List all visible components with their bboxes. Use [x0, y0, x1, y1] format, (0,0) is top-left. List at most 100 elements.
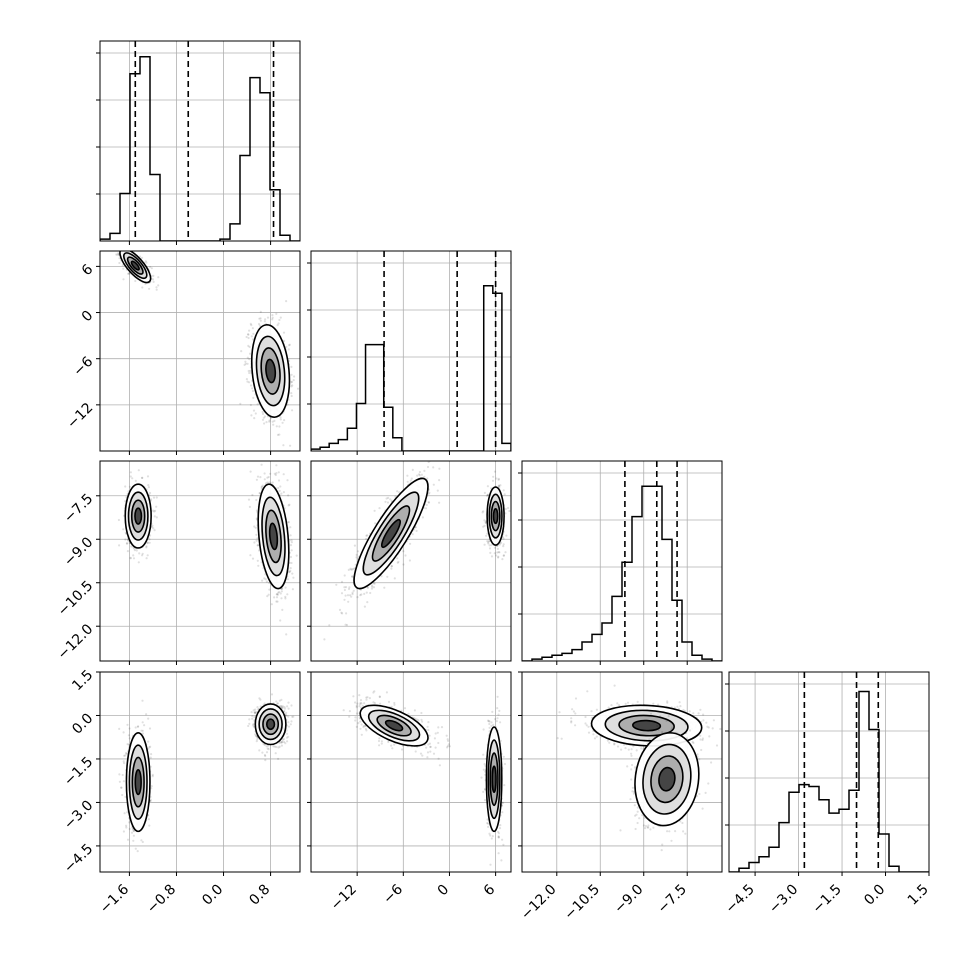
- sample-point: [245, 335, 248, 339]
- sample-point: [290, 394, 293, 398]
- sample-point: [255, 509, 258, 512]
- sample-point: [498, 551, 501, 554]
- sample-point: [352, 567, 355, 570]
- sample-point: [153, 510, 156, 513]
- density-contour: [268, 522, 279, 551]
- sample-point: [383, 586, 386, 589]
- sample-point: [251, 389, 254, 393]
- sample-point: [256, 537, 259, 540]
- sample-point: [133, 549, 136, 552]
- sample-point: [487, 541, 490, 544]
- sample-point: [152, 274, 155, 277]
- sample-point: [127, 743, 130, 746]
- sample-point: [116, 252, 120, 255]
- sample-point: [497, 477, 500, 480]
- sample-point: [286, 578, 290, 581]
- sample-point: [425, 503, 428, 507]
- sample-point: [410, 477, 413, 480]
- sample-point: [353, 544, 356, 547]
- sample-point: [138, 552, 141, 555]
- sample-point: [125, 248, 127, 250]
- sample-point: [350, 568, 353, 571]
- sample-point: [426, 477, 429, 480]
- sample-point: [508, 509, 511, 513]
- sample-point: [490, 544, 493, 547]
- sample-point: [389, 498, 392, 501]
- sample-point: [145, 546, 148, 549]
- sample-point: [370, 587, 374, 590]
- sample-point: [344, 594, 347, 597]
- sample-point: [291, 409, 294, 412]
- sample-point: [261, 579, 264, 582]
- sample-point: [338, 608, 342, 612]
- sample-point: [279, 418, 282, 421]
- sample-point: [132, 834, 135, 837]
- sample-point: [150, 498, 153, 501]
- sample-point: [150, 526, 154, 529]
- sample-point: [372, 586, 376, 589]
- sample-point: [347, 587, 351, 591]
- sample-point: [277, 471, 280, 474]
- sample-point: [146, 475, 150, 478]
- sample-point: [291, 572, 294, 575]
- sample-point: [275, 425, 278, 428]
- sample-point: [255, 517, 258, 520]
- sample-point: [245, 378, 248, 381]
- sample-point: [343, 588, 346, 592]
- sample-point: [427, 501, 431, 504]
- sample-point: [145, 713, 148, 716]
- sample-point: [268, 420, 271, 423]
- sample-point: [497, 555, 500, 558]
- sample-point: [149, 756, 152, 759]
- sample-point: [290, 561, 293, 565]
- sample-point: [267, 593, 270, 596]
- sample-point: [504, 551, 507, 554]
- sample-point: [154, 509, 157, 512]
- sample-point: [492, 475, 495, 478]
- sample-point: [149, 491, 152, 495]
- sample-point: [266, 316, 270, 319]
- sample-point: [420, 473, 423, 476]
- sample-point: [254, 412, 257, 415]
- sample-point: [147, 717, 150, 720]
- sample-point: [414, 526, 417, 529]
- sample-point: [290, 380, 293, 383]
- sample-point: [483, 543, 486, 546]
- sample-point: [292, 576, 295, 579]
- sample-point: [240, 350, 243, 353]
- sample-point: [252, 396, 255, 399]
- sample-point: [408, 559, 411, 562]
- sample-point: [415, 529, 418, 533]
- sample-point: [365, 537, 368, 541]
- sample-point: [278, 318, 281, 322]
- sample-point: [255, 533, 258, 536]
- sample-point: [345, 612, 348, 615]
- sample-point: [489, 551, 492, 555]
- sample-point: [141, 721, 144, 724]
- sample-point: [121, 773, 124, 777]
- sample-point: [266, 595, 269, 598]
- sample-point: [366, 586, 370, 589]
- sample-point: [372, 582, 375, 585]
- sample-point: [436, 489, 439, 492]
- sample-point: [484, 521, 487, 525]
- sample-point: [490, 487, 493, 490]
- sample-point: [248, 371, 251, 375]
- sample-point: [360, 593, 363, 596]
- sample-point: [340, 580, 344, 583]
- sample-point: [291, 588, 294, 591]
- sample-point: [427, 461, 430, 464]
- sample-point: [421, 516, 424, 519]
- sample-point: [263, 422, 266, 425]
- sample-point: [417, 473, 421, 476]
- sample-point: [371, 585, 374, 588]
- sample-point: [278, 433, 281, 436]
- sample-point: [351, 575, 354, 578]
- sample-point: [289, 544, 293, 547]
- sample-point: [426, 465, 430, 469]
- sample-point: [256, 475, 260, 478]
- sample-point: [267, 475, 270, 479]
- sample-point: [295, 554, 298, 557]
- sample-point: [428, 491, 431, 494]
- sample-point: [290, 392, 293, 395]
